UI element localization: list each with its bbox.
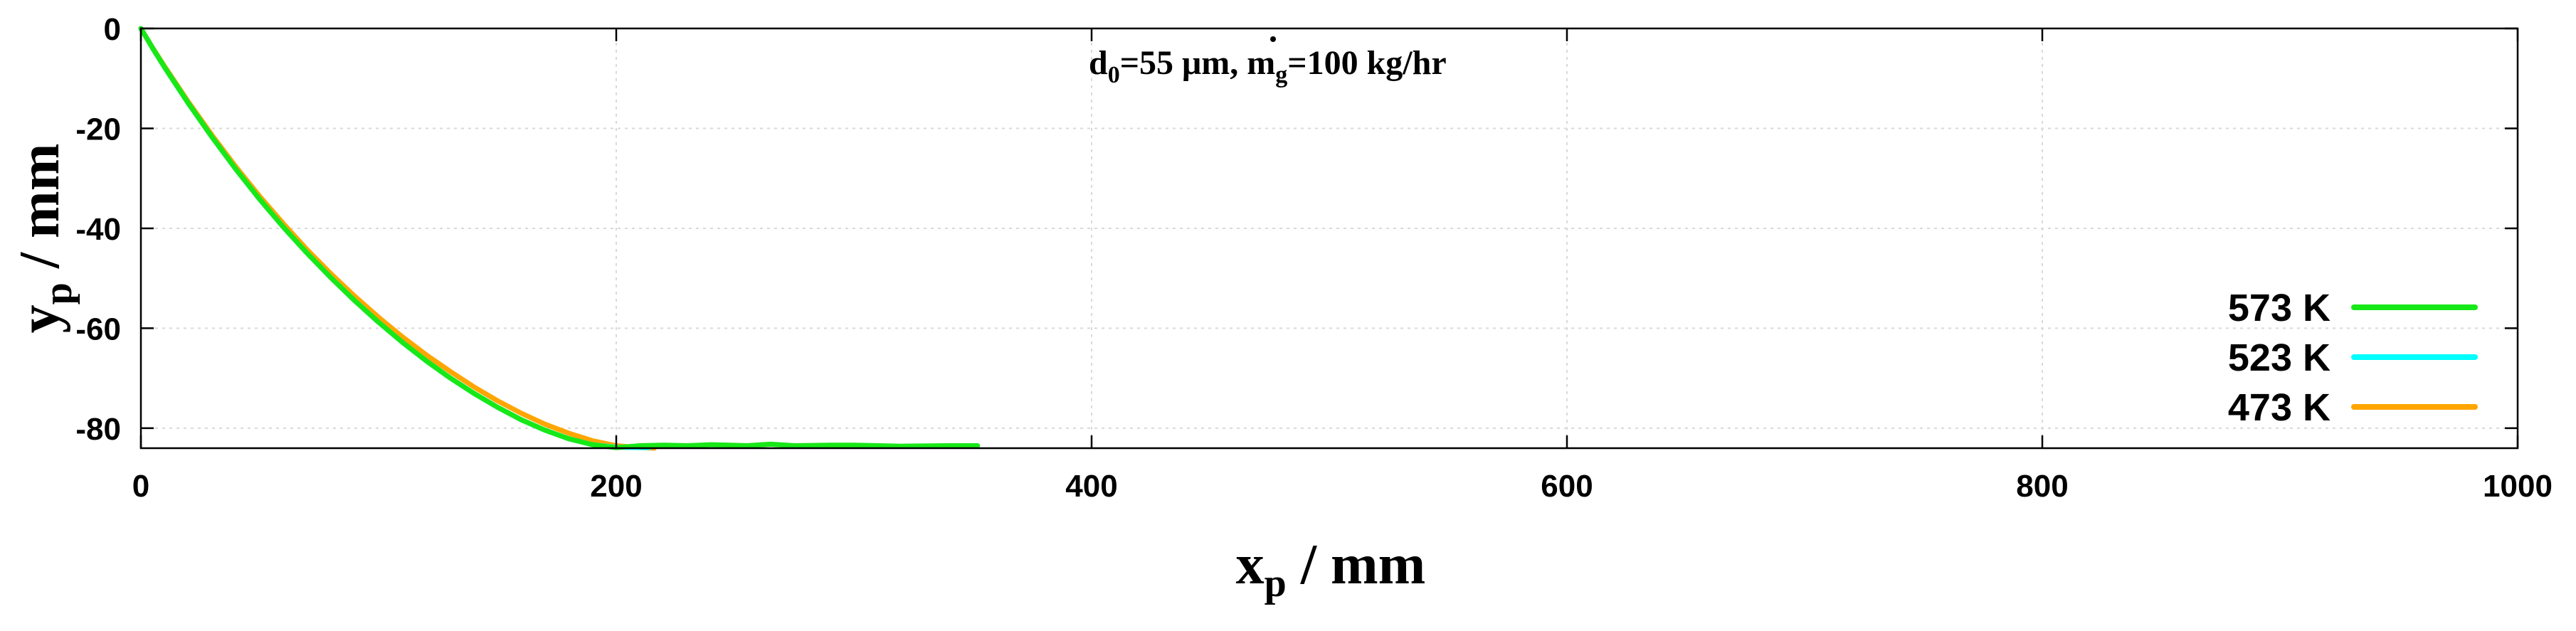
y-axis-title-main: y [9,304,71,333]
x-tick-label: 600 [1541,469,1593,504]
legend-label-523k: 523 K [2228,336,2330,379]
x-tick-label: 400 [1065,469,1117,504]
series-line-573k [138,26,981,450]
y-axis-title: yp / mm [9,144,80,334]
series-line-523k [138,26,653,450]
plot-frame [139,27,2519,450]
x-tick-label: 800 [2016,469,2068,504]
x-tick-label: 0 [132,469,149,504]
annotation-d-sub: 0 [1108,62,1120,88]
y-tick-label: 0 [104,12,121,47]
y-axis-title-rest: / mm [9,144,71,283]
legend: 573 K 523 K 473 K [2228,287,2478,429]
x-axis-title-sub: p [1265,561,1287,605]
y-tick-label: -20 [75,112,121,147]
series-lines [138,26,981,451]
x-axis-title-main: x [1236,534,1265,596]
annotation-m-sub: g [1275,62,1287,88]
y-tick-labels: 0 -20 -40 -60 -80 [75,12,121,447]
x-axis-title-rest: / mm [1287,534,1426,596]
chart-annotation: d0=55 μm, mg=100 kg/hr [1089,44,1447,88]
annotation-mdot-icon [1270,36,1276,42]
x-axis-title: xp / mm [1236,534,1426,605]
y-axis-title-sub: p [36,282,80,304]
legend-label-573k: 573 K [2228,287,2330,329]
x-tick-label: 1000 [2483,469,2553,504]
grid-lines [141,28,2518,448]
annotation-d-value: =55 μm, [1120,44,1247,82]
annotation-d: d [1089,44,1108,82]
y-tick-label: -40 [75,212,121,247]
series-line-473k [138,26,657,451]
annotation-m-value: =100 kg/hr [1287,44,1446,82]
x-tick-label: 200 [590,469,642,504]
y-tick-label: -60 [75,312,121,346]
axis-ticks [139,27,2519,448]
annotation-m: m [1247,44,1275,82]
x-tick-labels: 0 200 400 600 800 1000 [132,469,2553,504]
y-tick-label: -80 [75,412,121,447]
legend-label-473k: 473 K [2228,386,2330,429]
